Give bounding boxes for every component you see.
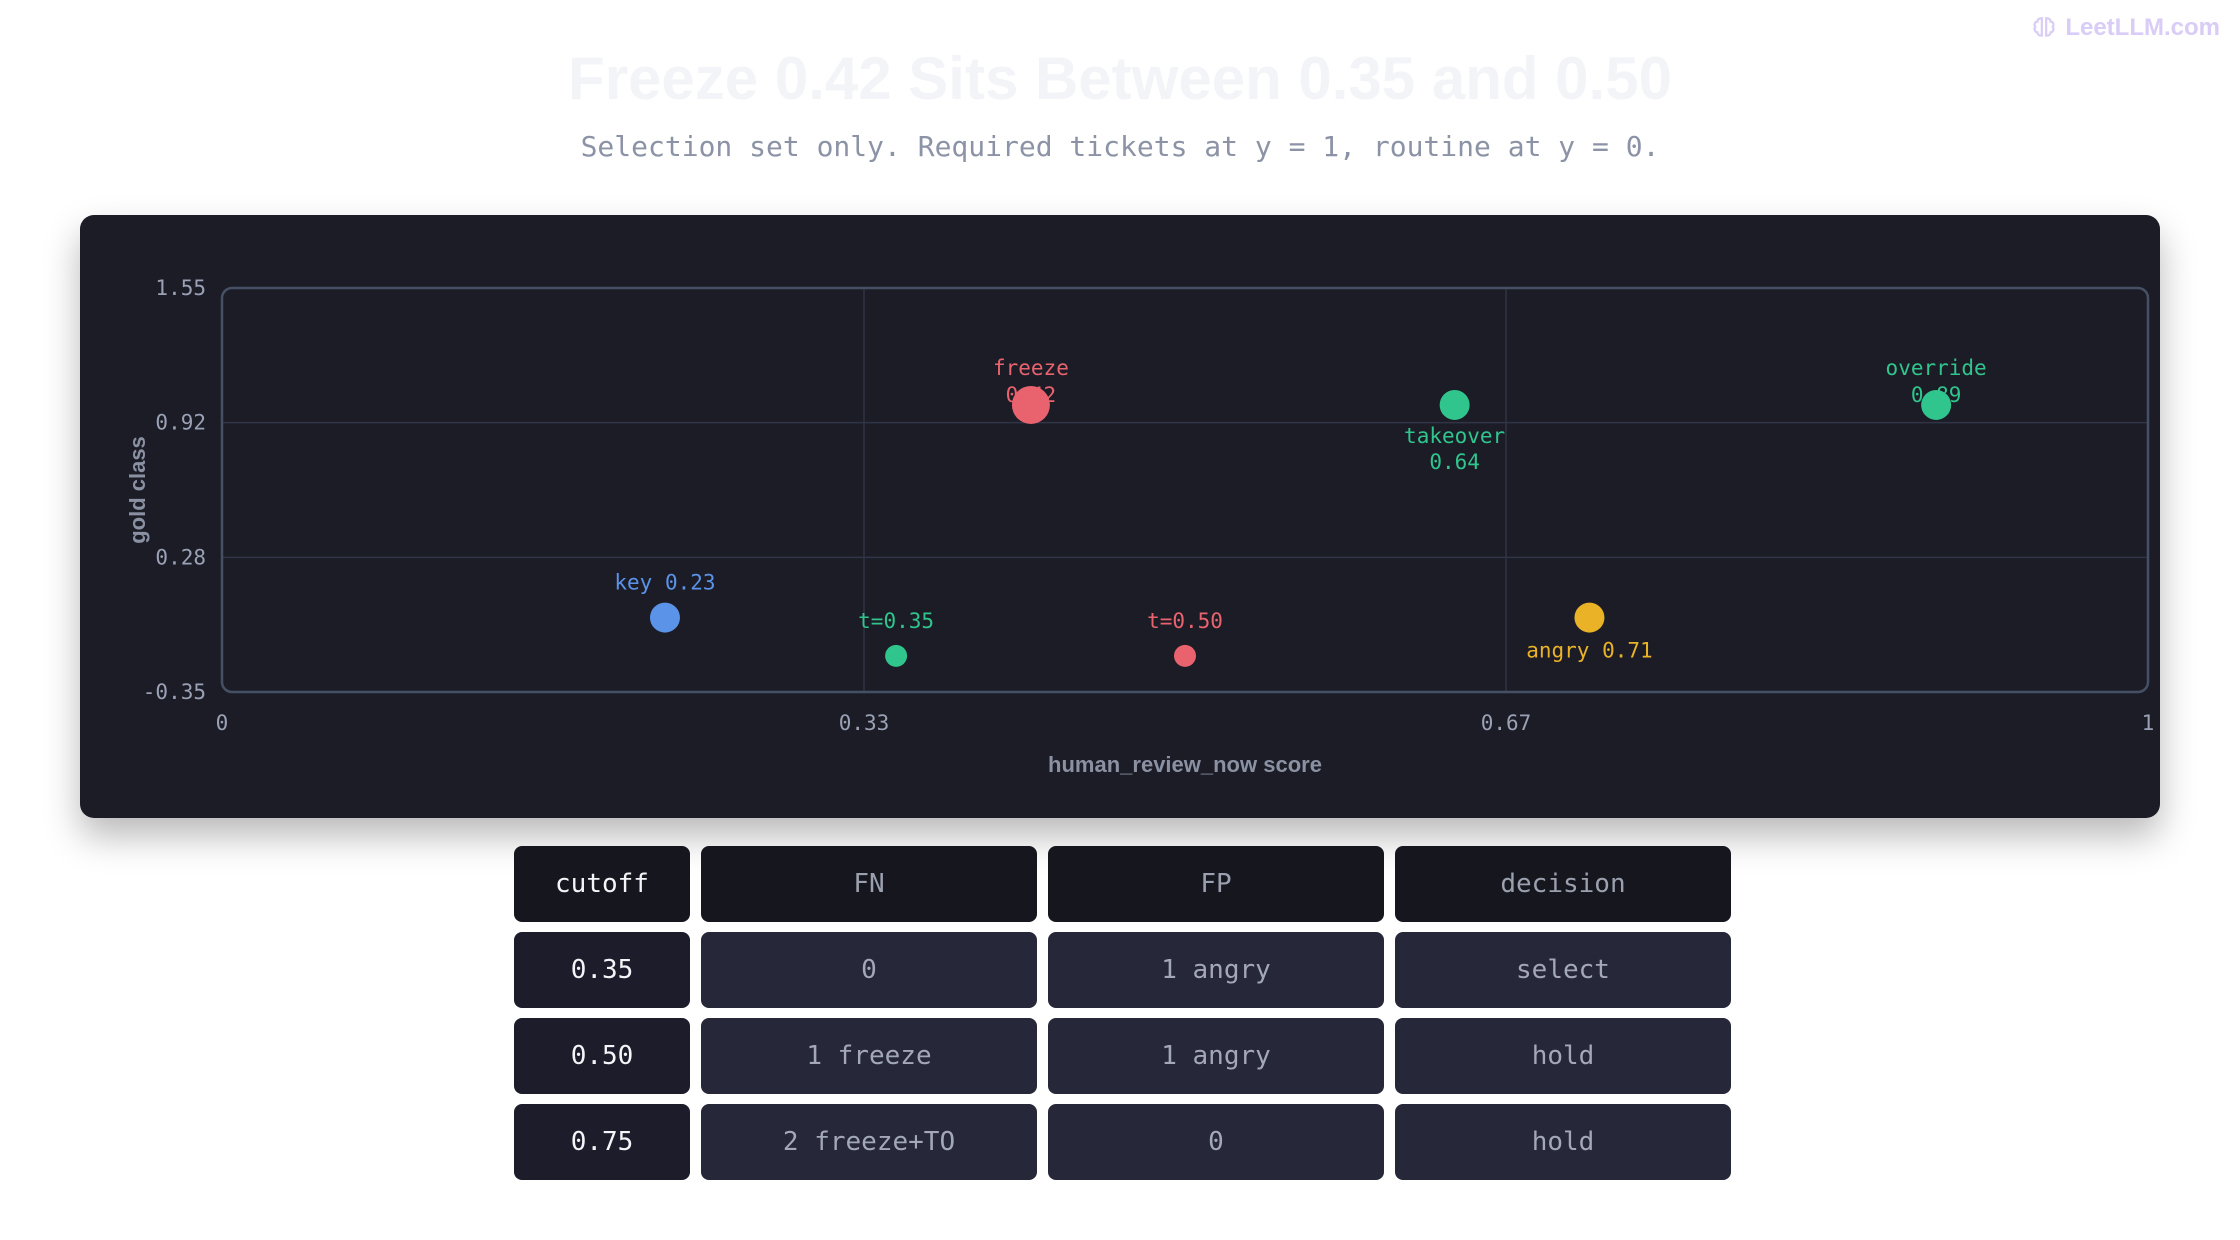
table-cell-fn: 2 freeze+TO [701, 1104, 1037, 1180]
brain-icon [2033, 17, 2055, 37]
y-tick-label: 1.55 [155, 276, 206, 300]
table-cell-fn: 1 freeze [701, 1018, 1037, 1094]
data-point-value-label: 0.64 [1429, 450, 1480, 474]
data-point-label: freeze [993, 356, 1069, 380]
table-cell-fp: 0 [1048, 1104, 1384, 1180]
data-point [1011, 385, 1050, 424]
table-header-decision: decision [1395, 846, 1731, 922]
table-cell-cutoff: 0.50 [514, 1018, 690, 1094]
x-tick-label: 0.67 [1481, 711, 1532, 735]
page-title: Freeze 0.42 Sits Between 0.35 and 0.50 [568, 45, 1672, 112]
data-point-group: angry 0.71 [1526, 602, 1653, 663]
scatter-chart: 0 0.33 0.67 1 1.55 0.92 0.28 -0.35 human_review… [125, 276, 2155, 777]
data-point [1574, 602, 1605, 633]
data-point [1174, 644, 1196, 667]
data-point-label: t=0.35 [858, 609, 934, 633]
table-header-fp: FP [1048, 846, 1384, 922]
table-cell-cutoff: 0.35 [514, 932, 690, 1008]
y-tick-label: 0.92 [155, 411, 206, 435]
table-cell-fp: 1 angry [1048, 1018, 1384, 1094]
data-point-label: t=0.50 [1147, 609, 1223, 633]
table-header-cutoff: cutoff [514, 846, 690, 922]
y-tick-label: -0.35 [143, 680, 206, 704]
data-point-group: override0.89 [1886, 356, 1987, 420]
x-axis-title: human_review_now score [1048, 752, 1322, 777]
cutoff-table: cutoff FN FP decision 0.35 0 1 angry select 0.50… [514, 846, 1731, 1180]
brand-name: LeetLLM.com [2065, 14, 2220, 41]
table-cell-fn: 0 [701, 932, 1037, 1008]
chart-panel: 0 0.33 0.67 1 1.55 0.92 0.28 -0.35 human_review… [80, 215, 2160, 818]
brand-logo: LeetLLM.com [2031, 14, 2220, 42]
data-point-label: override [1886, 356, 1987, 380]
data-point [1921, 389, 1952, 420]
table-header-fn: FN [701, 846, 1037, 922]
y-axis-title: gold class [125, 436, 150, 544]
data-point-group: t=0.35 [858, 609, 934, 667]
table-cell-fp: 1 angry [1048, 932, 1384, 1008]
data-point-group: freeze0.42 [993, 356, 1069, 424]
y-tick-label: 0.28 [155, 545, 206, 569]
data-point [649, 602, 680, 633]
data-point-label: takeover [1404, 424, 1505, 448]
data-point [885, 644, 908, 667]
data-point-label: angry 0.71 [1526, 639, 1652, 663]
table-cell-decision: select [1395, 932, 1731, 1008]
page-subtitle: Selection set only. Required tickets at … [580, 130, 1660, 163]
table-cell-decision: hold [1395, 1018, 1731, 1094]
plot-frame [220, 286, 2150, 694]
x-tick-label: 1 [2142, 711, 2155, 735]
data-point-group: key 0.23 [614, 571, 716, 633]
table-cell-cutoff: 0.75 [514, 1104, 690, 1180]
data-point-label: key 0.23 [614, 571, 715, 595]
x-tick-label: 0 [216, 711, 229, 735]
data-point-group: t=0.50 [1147, 609, 1223, 667]
table-cell-decision: hold [1395, 1104, 1731, 1180]
x-tick-label: 0.33 [839, 711, 890, 735]
data-point [1439, 389, 1470, 420]
